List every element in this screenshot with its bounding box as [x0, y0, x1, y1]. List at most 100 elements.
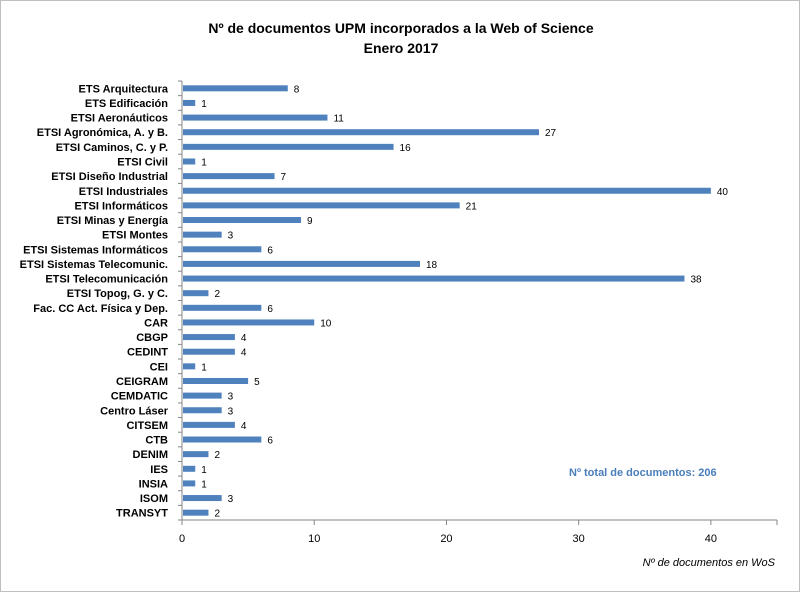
bar [183, 158, 196, 165]
data-label: 27 [545, 128, 557, 139]
category-label: ETSI Topog, G. y C. [67, 288, 168, 300]
data-label: 3 [228, 392, 234, 403]
bar [183, 290, 209, 297]
data-label: 38 [690, 275, 702, 286]
data-label: 8 [294, 84, 300, 95]
data-label: 4 [241, 333, 247, 344]
bar [183, 246, 262, 253]
data-label: 10 [320, 318, 332, 329]
category-label: TRANSYT [116, 508, 168, 520]
bar [183, 363, 196, 370]
bar [183, 377, 249, 384]
category-label: ETSI Montes [102, 230, 168, 242]
category-label: ETSI Minas y Energía [57, 215, 169, 227]
category-label: ETSI Caminos, C. y P. [56, 142, 168, 154]
bar [183, 319, 315, 326]
bar [183, 304, 262, 311]
data-label: 6 [267, 304, 273, 315]
category-label: ETS Arquitectura [79, 83, 169, 95]
category-label: ETSI Sistemas Telecomunic. [20, 259, 168, 271]
category-label: ETSI Sistemas Informáticos [23, 244, 168, 256]
data-label: 1 [201, 465, 207, 476]
bar [183, 407, 222, 414]
category-label: CAR [144, 317, 168, 329]
category-label: ETSI Telecomunicación [45, 274, 168, 286]
data-label: 1 [201, 99, 207, 110]
bar [183, 348, 235, 355]
bar [183, 451, 209, 458]
category-label: CTB [145, 435, 168, 447]
bar [183, 173, 275, 180]
data-label: 6 [267, 436, 273, 447]
data-label: 11 [333, 114, 344, 125]
category-label: ISOM [140, 493, 168, 505]
category-label: CEI [150, 361, 168, 373]
category-label: INSIA [139, 478, 168, 490]
data-label: 7 [281, 172, 287, 183]
total-annotation: Nº total de documentos: 206 [569, 467, 717, 479]
data-label: 18 [426, 260, 438, 271]
category-label: Fac. CC Act. Física y Dep. [33, 303, 168, 315]
category-label: ETSI Diseño Industrial [51, 171, 168, 183]
data-label: 4 [241, 348, 247, 359]
bar [183, 334, 235, 341]
data-label: 1 [201, 362, 207, 373]
data-label: 2 [214, 509, 220, 520]
bar [183, 260, 420, 267]
data-label: 3 [228, 494, 234, 505]
data-label: 2 [214, 289, 220, 300]
x-tick-label: 40 [705, 533, 717, 545]
category-label: CEDINT [127, 347, 168, 359]
bar [183, 231, 222, 238]
bar [183, 436, 262, 443]
data-label: 1 [201, 479, 207, 490]
data-label: 21 [466, 201, 478, 212]
bar [183, 480, 196, 487]
bar [183, 187, 711, 194]
category-label: ETS Edificación [85, 98, 168, 110]
category-label: CITSEM [126, 420, 168, 432]
bar [183, 275, 685, 282]
x-tick-label: 10 [308, 533, 320, 545]
data-label: 16 [400, 143, 412, 154]
category-label: ETSI Informáticos [74, 200, 168, 212]
data-label: 5 [254, 377, 260, 388]
category-label: ETSI Civil [117, 156, 168, 168]
bar [183, 85, 288, 92]
data-label: 4 [241, 421, 247, 432]
category-label: DENIM [133, 449, 168, 461]
category-label: Centro Láser [100, 405, 169, 417]
data-label: 3 [228, 231, 234, 242]
chart-title: Nº de documentos UPM incorporados a la W… [208, 20, 594, 36]
data-label: 9 [307, 216, 313, 227]
bar [183, 465, 196, 472]
bar [183, 495, 222, 502]
x-axis-title: Nº de documentos en WoS [642, 557, 775, 569]
data-label: 3 [228, 406, 234, 417]
data-label: 2 [214, 450, 220, 461]
bar [183, 217, 301, 224]
data-label: 6 [267, 245, 273, 256]
bar [183, 129, 539, 136]
category-label: ETSI Aeronáuticos [71, 113, 168, 125]
category-label: IES [150, 464, 168, 476]
bar [183, 392, 222, 399]
chart-subtitle: Enero 2017 [363, 40, 439, 56]
bar [183, 202, 460, 209]
category-label: CEMDATIC [111, 391, 168, 403]
category-label: ETSI Industriales [79, 186, 168, 198]
bar [183, 143, 394, 150]
bar [183, 114, 328, 121]
bar [183, 99, 196, 106]
category-label: CBGP [136, 332, 168, 344]
category-label: ETSI Agronómica, A. y B. [37, 127, 168, 139]
bar [183, 421, 235, 428]
category-label: CEIGRAM [116, 376, 168, 388]
data-label: 40 [717, 187, 729, 198]
x-tick-label: 20 [440, 533, 452, 545]
data-label: 1 [201, 157, 207, 168]
x-tick-label: 0 [179, 533, 185, 545]
x-tick-label: 30 [573, 533, 585, 545]
